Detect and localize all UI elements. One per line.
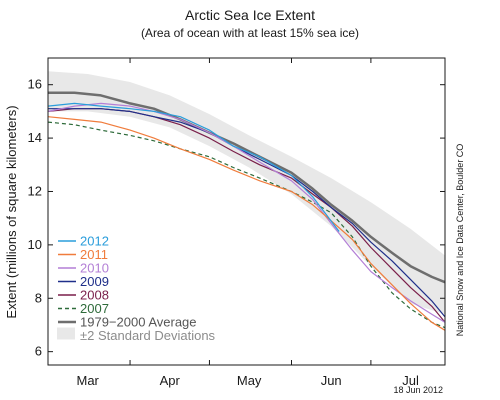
y-tick-label: 6 [35,344,42,359]
legend-label-2011: 2011 [80,247,108,262]
legend-label-1979-2000-average: 1979−2000 Average [80,315,197,330]
x-tick-label-mar: Mar [77,373,100,388]
std-dev-band [48,71,445,315]
series-line-2010 [47,102,446,323]
series-line-2007 [47,121,446,329]
series-line-1979-2000-average [48,91,446,284]
source-credit: National Snow and Ice Data Center, Bould… [455,144,465,337]
x-tick-label-jun: Jun [321,373,342,388]
series-line-2012 [47,102,340,232]
y-tick-label: 10 [28,237,42,252]
legend-label-2009: 2009 [80,274,109,289]
plot-frame [47,57,446,366]
series-line-2009 [48,108,446,318]
y-tick-label: 16 [28,77,42,92]
x-tick-label-may: May [237,373,262,388]
series-line-2011 [47,116,446,331]
legend-swatch-2-standard-deviations [57,327,75,340]
chart-subtitle: (Area of ocean with at least 15% sea ice… [141,26,359,40]
x-tick-label-apr: Apr [160,373,181,388]
y-tick-label: 14 [28,130,42,145]
chart-title: Arctic Sea Ice Extent [185,7,315,23]
legend-label-2010: 2010 [80,261,109,276]
y-tick-label: 8 [35,290,42,305]
y-axis-label: Extent (millions of square kilometers) [4,105,19,318]
y-tick-label: 12 [28,183,42,198]
x-tick-label-jul: Jul [402,373,419,388]
legend-label-2008: 2008 [80,288,109,303]
legend-label-2012: 2012 [80,234,109,249]
chart-date: 18 Jun 2012 [393,385,443,395]
legend-label-2007: 2007 [80,301,109,316]
legend-label-2-standard-deviations: ±2 Standard Deviations [80,328,216,343]
